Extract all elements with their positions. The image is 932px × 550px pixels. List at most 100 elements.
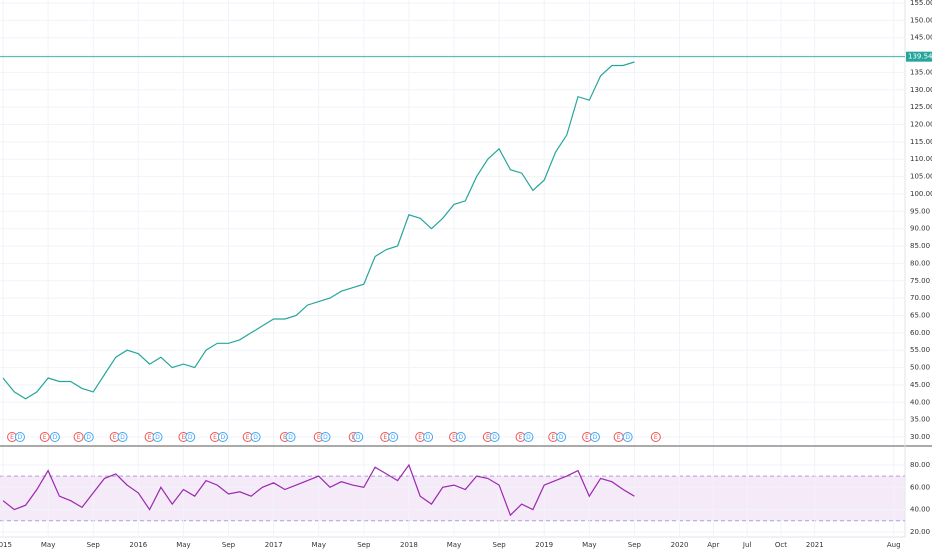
event-icon: [152, 432, 163, 442]
event-icon: [455, 432, 466, 442]
event-icon: [185, 432, 196, 442]
event-icon: [73, 432, 84, 442]
x-tick-label: 2020: [671, 541, 689, 549]
event-label: E: [182, 434, 186, 441]
x-tick-label: Sep: [493, 541, 507, 549]
x-tick-label: May: [176, 541, 190, 549]
event-label: E: [519, 434, 523, 441]
y-tick-label: 50.00: [910, 364, 930, 372]
event-icon: [489, 432, 500, 442]
event-icon: [589, 432, 600, 442]
event-label: D: [426, 434, 431, 441]
event-label: E: [617, 434, 621, 441]
event-label: E: [452, 434, 456, 441]
x-tick-label: May: [447, 541, 461, 549]
y-tick-label: 40.00: [910, 398, 930, 406]
event-label: D: [288, 434, 293, 441]
event-icon: [49, 432, 60, 442]
y-tick-label: 85.00: [910, 242, 930, 250]
event-icon: [622, 432, 633, 442]
event-icon: [650, 432, 661, 442]
last-price-label: 139.54: [908, 53, 932, 61]
event-label: D: [86, 434, 91, 441]
price-line: [2, 61, 635, 400]
event-label: D: [120, 434, 125, 441]
event-icon: [523, 432, 534, 442]
event-label: D: [188, 434, 193, 441]
y-tick-label: 75.00: [910, 277, 930, 285]
x-tick-label: Sep: [628, 541, 642, 549]
event-label: D: [458, 434, 463, 441]
event-label: E: [148, 434, 152, 441]
y-tick-label: 90.00: [910, 225, 930, 233]
event-label: E: [113, 434, 117, 441]
event-label: D: [18, 434, 23, 441]
y-tick-label: 95.00: [910, 207, 930, 215]
event-icon: [217, 432, 228, 442]
x-tick-label: 2017: [265, 541, 283, 549]
event-label: D: [559, 434, 564, 441]
x-tick-label: Apr: [707, 541, 719, 549]
x-tick-label: Sep: [87, 541, 101, 549]
event-label: E: [418, 434, 422, 441]
event-label: D: [155, 434, 160, 441]
event-label: E: [654, 434, 658, 441]
y2-tick-label: 20.00: [910, 528, 930, 536]
event-icon: [285, 432, 296, 442]
event-icon: [423, 432, 434, 442]
event-icon: [388, 432, 399, 442]
event-icon: [320, 432, 331, 442]
x-tick-label: Sep: [222, 541, 236, 549]
event-label: E: [383, 434, 387, 441]
event-label: D: [221, 434, 226, 441]
event-label: E: [585, 434, 589, 441]
x-tick-label: 2018: [400, 541, 418, 549]
y2-tick-label: 80.00: [910, 461, 930, 469]
event-label: D: [323, 434, 328, 441]
event-label: E: [10, 434, 14, 441]
y-tick-label: 35.00: [910, 416, 930, 424]
x-tick-label: May: [582, 541, 596, 549]
x-tick-label: May: [41, 541, 55, 549]
x-tick-label: 2019: [535, 541, 553, 549]
last-price-box: [906, 51, 932, 62]
y-tick-label: 125.00: [910, 103, 932, 111]
event-icon: [39, 432, 50, 442]
rsi-line: [2, 463, 635, 517]
event-label: D: [492, 434, 497, 441]
y-tick-label: 145.00: [910, 34, 932, 42]
y-tick-label: 110.00: [910, 155, 932, 163]
event-label: D: [253, 434, 258, 441]
event-label: E: [77, 434, 81, 441]
event-icon: [117, 432, 128, 442]
y-tick-label: 80.00: [910, 259, 930, 267]
y-tick-label: 115.00: [910, 138, 932, 146]
x-tick-label: Aug: [887, 541, 901, 549]
y2-tick-label: 40.00: [910, 506, 930, 514]
y-tick-label: 130.00: [910, 86, 932, 94]
event-label: D: [625, 434, 630, 441]
y-tick-label: 65.00: [910, 311, 930, 319]
y-tick-label: 70.00: [910, 294, 930, 302]
y-tick-label: 155.00: [910, 0, 932, 7]
event-label: E: [246, 434, 250, 441]
x-tick-label: 2016: [129, 541, 147, 549]
rsi-band: [0, 476, 905, 521]
event-label: E: [213, 434, 217, 441]
y-tick-label: 45.00: [910, 381, 930, 389]
event-label: D: [356, 434, 361, 441]
x-tick-label: Oct: [775, 541, 787, 549]
y-tick-label: 150.00: [910, 16, 932, 24]
event-icon: [353, 432, 364, 442]
event-label: D: [391, 434, 396, 441]
y-tick-label: 120.00: [910, 121, 932, 129]
y-tick-label: 55.00: [910, 346, 930, 354]
event-label: D: [53, 434, 58, 441]
event-label: E: [317, 434, 321, 441]
x-tick-label: Sep: [357, 541, 371, 549]
event-label: D: [593, 434, 598, 441]
event-label: E: [43, 434, 47, 441]
y2-tick-label: 60.00: [910, 483, 930, 491]
